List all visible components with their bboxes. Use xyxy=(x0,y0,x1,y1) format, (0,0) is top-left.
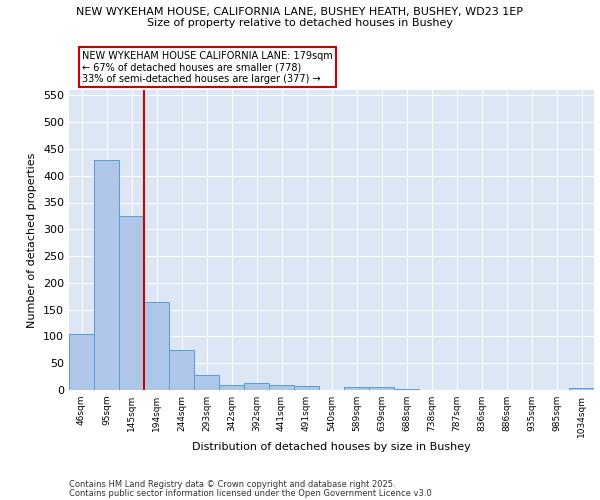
X-axis label: Distribution of detached houses by size in Bushey: Distribution of detached houses by size … xyxy=(192,442,471,452)
Bar xyxy=(569,388,594,390)
Bar xyxy=(169,350,194,390)
Bar xyxy=(219,384,244,390)
Bar xyxy=(119,216,144,390)
Text: Contains public sector information licensed under the Open Government Licence v3: Contains public sector information licen… xyxy=(69,488,432,498)
Bar xyxy=(194,375,219,390)
Text: NEW WYKEHAM HOUSE, CALIFORNIA LANE, BUSHEY HEATH, BUSHEY, WD23 1EP: NEW WYKEHAM HOUSE, CALIFORNIA LANE, BUSH… xyxy=(77,8,523,18)
Bar xyxy=(69,334,94,390)
Bar xyxy=(269,384,294,390)
Text: Size of property relative to detached houses in Bushey: Size of property relative to detached ho… xyxy=(147,18,453,28)
Bar xyxy=(294,386,319,390)
Text: NEW WYKEHAM HOUSE CALIFORNIA LANE: 179sqm
← 67% of detached houses are smaller (: NEW WYKEHAM HOUSE CALIFORNIA LANE: 179sq… xyxy=(82,51,333,84)
Text: Contains HM Land Registry data © Crown copyright and database right 2025.: Contains HM Land Registry data © Crown c… xyxy=(69,480,395,489)
Bar xyxy=(94,160,119,390)
Bar xyxy=(394,389,419,390)
Bar xyxy=(369,388,394,390)
Y-axis label: Number of detached properties: Number of detached properties xyxy=(28,152,37,328)
Bar xyxy=(344,388,369,390)
Bar xyxy=(244,383,269,390)
Bar xyxy=(144,302,169,390)
